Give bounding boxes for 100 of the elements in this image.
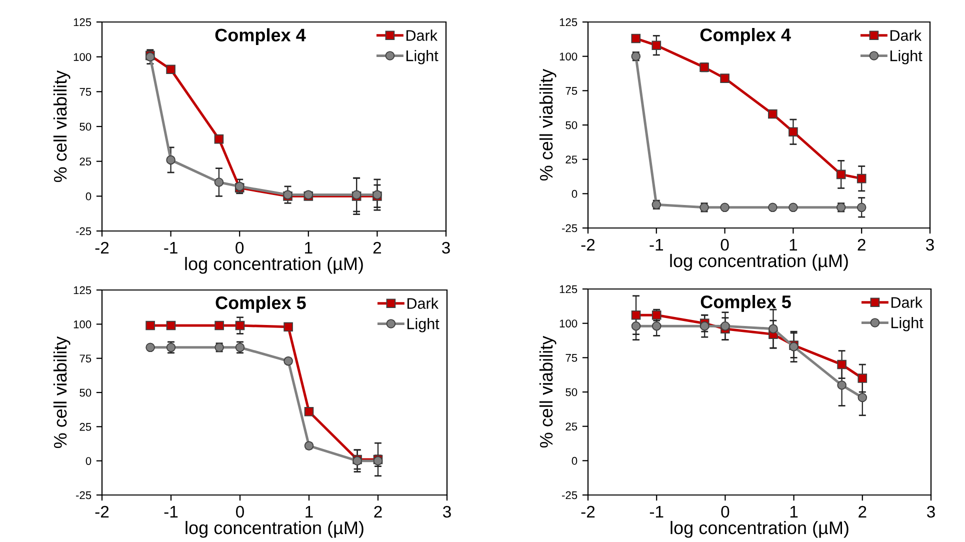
y-tick-label: 25 bbox=[566, 156, 578, 164]
x-axis-title: log concentration (µM) bbox=[186, 520, 364, 538]
point bbox=[837, 380, 846, 390]
point bbox=[788, 127, 798, 137]
y-tick-label: 100 bbox=[560, 52, 578, 60]
point bbox=[146, 320, 155, 330]
x-tick-label: 3 bbox=[927, 506, 935, 518]
point bbox=[788, 202, 798, 212]
point bbox=[214, 320, 224, 330]
chart-title: Complex 5 bbox=[700, 295, 791, 312]
point bbox=[631, 310, 641, 320]
chart-title: Complex 5 bbox=[216, 296, 306, 313]
x-tick-label: 0 bbox=[720, 238, 729, 251]
point bbox=[166, 155, 176, 165]
x-tick-label: -2 bbox=[95, 242, 109, 254]
x-tick-label: 1 bbox=[306, 506, 313, 518]
y-tick-label: 0 bbox=[86, 192, 92, 200]
y-tick-label: 0 bbox=[86, 457, 92, 465]
point bbox=[652, 40, 662, 50]
y-tick-label: 75 bbox=[80, 88, 92, 96]
legend-label: Light bbox=[890, 50, 922, 64]
y-tick-label: 100 bbox=[74, 53, 92, 61]
y-tick-label: 125 bbox=[560, 285, 578, 294]
legend-label: Dark bbox=[890, 30, 922, 41]
y-tick-label: 100 bbox=[560, 320, 578, 328]
x-tick-label: 2 bbox=[374, 506, 382, 518]
x-tick-label: -1 bbox=[164, 242, 178, 254]
point bbox=[235, 320, 245, 330]
point bbox=[768, 202, 778, 212]
x-tick-label: 3 bbox=[442, 242, 450, 254]
point bbox=[166, 320, 176, 330]
y-tick-label: 0 bbox=[572, 456, 578, 465]
point bbox=[768, 324, 778, 334]
y-tick-label: -25 bbox=[562, 491, 578, 500]
point bbox=[836, 170, 846, 180]
y-tick-label: 125 bbox=[560, 18, 578, 26]
chart-title: Complex 4 bbox=[215, 28, 306, 46]
point bbox=[214, 178, 224, 187]
x-tick-label: 1 bbox=[790, 506, 798, 518]
legend-label: Light bbox=[407, 318, 440, 332]
point bbox=[768, 109, 778, 119]
x-tick-label: -1 bbox=[650, 239, 663, 250]
x-axis-title: log concentration (µM) bbox=[670, 520, 848, 538]
chart-title: Complex 4 bbox=[700, 28, 791, 45]
x-axis-title: log concentration (µM) bbox=[670, 254, 848, 271]
point bbox=[631, 34, 641, 44]
y-tick-label: 50 bbox=[566, 388, 578, 396]
point bbox=[720, 202, 730, 212]
y-tick-label: 0 bbox=[572, 190, 578, 198]
y-tick-label: 75 bbox=[566, 87, 578, 95]
y-tick-label: 75 bbox=[566, 354, 578, 362]
x-tick-label: 2 bbox=[858, 506, 866, 518]
y-axis-title: % cell viability bbox=[53, 70, 70, 182]
x-tick-label: -2 bbox=[581, 506, 595, 518]
x-tick-label: 2 bbox=[858, 238, 866, 250]
point bbox=[700, 321, 710, 331]
point bbox=[631, 321, 641, 331]
point bbox=[284, 356, 293, 366]
point bbox=[858, 392, 868, 402]
x-tick-label: -2 bbox=[95, 506, 109, 518]
x-tick-label: 2 bbox=[373, 242, 381, 254]
point bbox=[837, 360, 846, 370]
y-tick-label: 50 bbox=[566, 121, 578, 130]
legend-label: Dark bbox=[407, 298, 439, 309]
point bbox=[720, 74, 730, 83]
point bbox=[856, 174, 866, 184]
x-tick-label: 1 bbox=[790, 239, 798, 250]
y-tick-label: -25 bbox=[76, 227, 92, 236]
legend-label: Dark bbox=[891, 296, 923, 308]
point bbox=[166, 64, 176, 74]
point bbox=[214, 134, 224, 144]
y-tick-label: 75 bbox=[80, 354, 92, 362]
y-axis-title: % cell viability bbox=[539, 336, 556, 448]
y-tick-label: 100 bbox=[74, 320, 92, 328]
y-tick-label: 125 bbox=[74, 286, 92, 294]
legend-label: Light bbox=[891, 316, 924, 332]
point bbox=[284, 322, 293, 332]
point bbox=[858, 374, 868, 383]
y-tick-label: 50 bbox=[80, 122, 92, 131]
x-tick-label: -1 bbox=[650, 506, 664, 518]
y-tick-label: -25 bbox=[76, 491, 92, 500]
legend-label: Dark bbox=[406, 30, 438, 41]
y-tick-label: 50 bbox=[80, 388, 92, 397]
point bbox=[652, 321, 662, 331]
point bbox=[304, 406, 314, 416]
x-tick-label: 3 bbox=[926, 238, 934, 251]
point bbox=[720, 321, 730, 331]
y-tick-label: 25 bbox=[80, 158, 92, 166]
x-tick-label: 1 bbox=[305, 242, 312, 254]
legend-label: Light bbox=[406, 50, 438, 64]
x-tick-label: 0 bbox=[721, 506, 730, 518]
point bbox=[856, 202, 866, 212]
y-tick-label: 25 bbox=[80, 422, 92, 431]
x-tick-label: 3 bbox=[443, 506, 451, 518]
y-axis-title: % cell viability bbox=[539, 68, 556, 181]
y-axis-title: % cell viability bbox=[53, 336, 70, 448]
x-tick-label: 0 bbox=[236, 506, 244, 518]
x-tick-label: 0 bbox=[236, 242, 244, 254]
point bbox=[146, 342, 155, 352]
x-tick-label: -1 bbox=[164, 506, 178, 518]
